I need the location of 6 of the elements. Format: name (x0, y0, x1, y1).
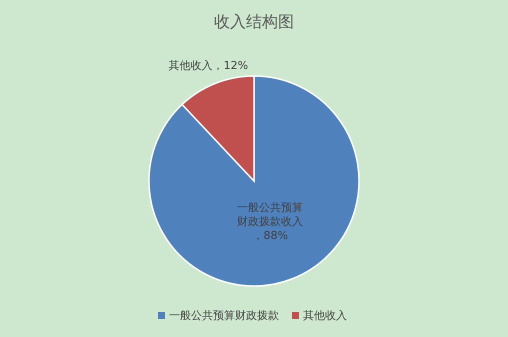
data-label: 其他收入，12% (168, 58, 248, 72)
legend-label: 一般公共预算财政拨款 (169, 309, 279, 322)
data-label: 一般公共预算财政拨款收入，88% (237, 201, 304, 242)
legend-label: 其他收入 (303, 309, 347, 322)
pie-slice (148, 75, 360, 287)
chart-title: 收入结构图 (214, 12, 294, 31)
